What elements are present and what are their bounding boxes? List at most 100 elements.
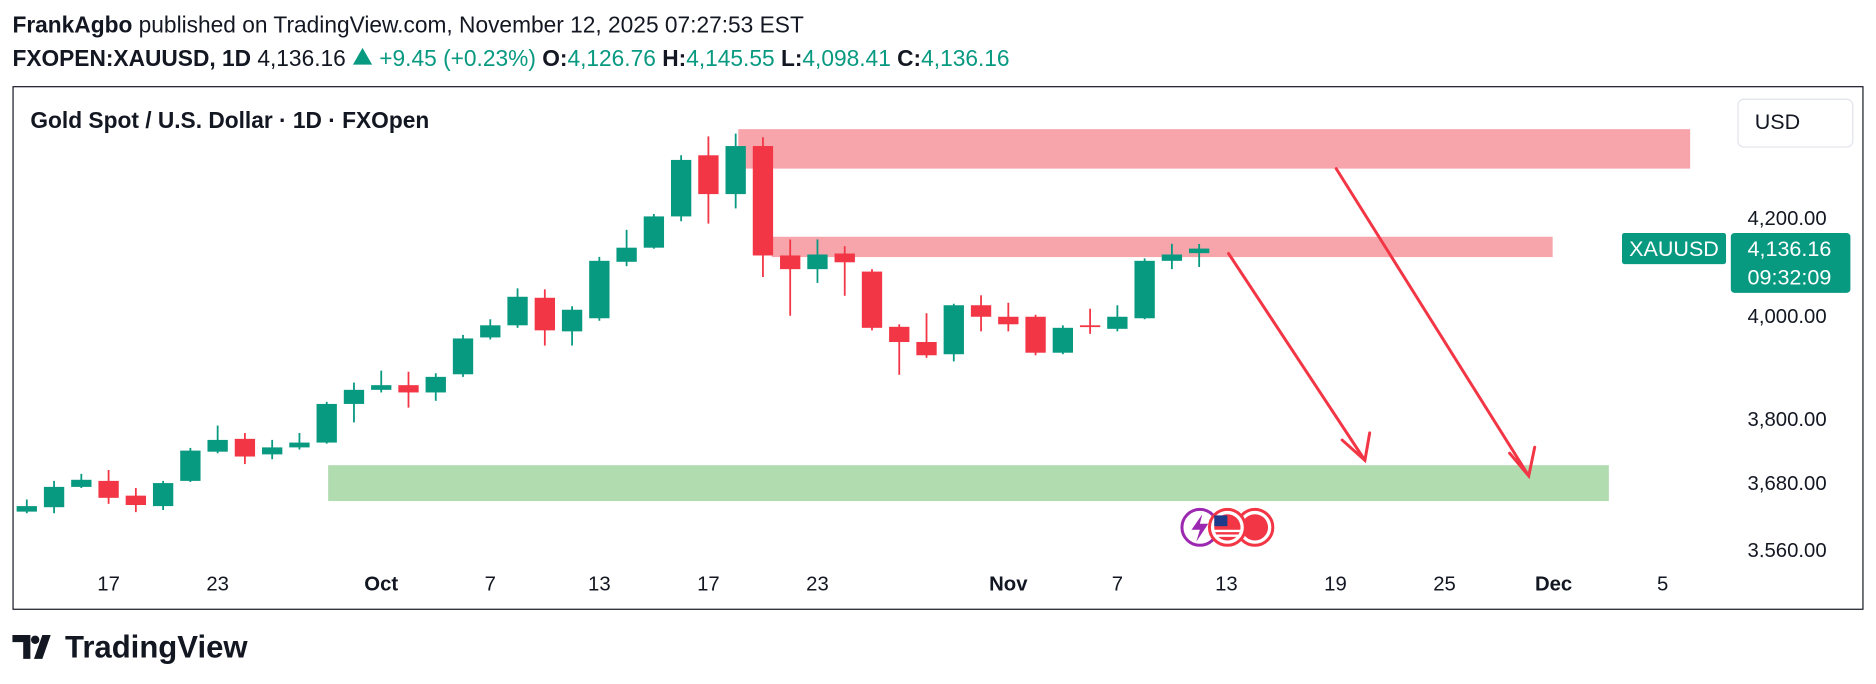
candle-body [1134, 260, 1155, 319]
candle-body [16, 506, 37, 512]
candles [16, 133, 1210, 514]
candle-body [1188, 248, 1210, 254]
candle-body [561, 309, 583, 332]
candle-body [98, 480, 119, 498]
candle-body [616, 247, 637, 262]
chart-frame [12, 86, 1864, 610]
x-axis: 17 23 Oct 7 13 17 23 Nov 7 13 19 25 Dec 5 [97, 574, 1668, 596]
candle-body [398, 385, 419, 393]
published: published on TradingView.com, November 1… [139, 11, 804, 37]
header-line-1: FrankAgbo published on TradingView.com, … [12, 11, 803, 37]
candle-body [970, 305, 992, 317]
candle-body [943, 305, 964, 355]
symbol-tag-box [1622, 233, 1727, 265]
candle-body [670, 159, 692, 217]
candle-body [234, 438, 256, 457]
candle-body [807, 254, 828, 270]
countdown: 09:32:09 [1748, 265, 1832, 289]
x-tick-label: 5 [1657, 574, 1668, 596]
logo-mark [12, 634, 51, 659]
candle-body [752, 146, 774, 256]
price-tag-label: 4,136.16 [1748, 237, 1832, 261]
candle-body [725, 146, 746, 195]
brand: TradingView [65, 630, 248, 665]
resistance-zone [771, 236, 1553, 258]
x-tick-label: 7 [1112, 574, 1123, 596]
price-tag-box [1730, 233, 1851, 293]
arrow [1334, 167, 1537, 480]
resistance-zone [738, 129, 1691, 169]
x-tick-label: 7 [485, 574, 496, 596]
last: 4,136.16 [257, 45, 345, 71]
arrow [1227, 252, 1372, 464]
event-icon-stripes [1214, 529, 1241, 537]
symbol-tag: XAUUSD [1629, 237, 1719, 261]
arrows [1227, 167, 1537, 480]
header-line-2: FXOPEN:XAUUSD, 1D 4,136.16 +9.45 (+0.23%)… [12, 45, 1009, 71]
chart-title: Gold Spot / U.S. Dollar · 1D · FXOpen [30, 107, 429, 133]
author: FrankAgbo [12, 11, 132, 37]
y-tick-label: 4,000.00 [1748, 306, 1827, 328]
candle-body [534, 297, 555, 331]
candle-body [343, 389, 365, 404]
brand-logo: TradingView [12, 630, 248, 665]
x-tick-label: 23 [806, 574, 829, 596]
l-label: L: [781, 45, 802, 71]
candle-body [643, 216, 665, 248]
candle-body [371, 385, 392, 390]
candle-body [698, 155, 719, 195]
x-tick-label: 13 [588, 574, 611, 596]
x-tick-label: 17 [97, 574, 120, 596]
candle-body [834, 253, 855, 263]
candle-body [289, 442, 310, 448]
y-tick-label: 3,560.00 [1748, 540, 1827, 562]
candle-body [480, 325, 501, 338]
event-icon-canton [1214, 515, 1228, 527]
candle-body [180, 450, 201, 481]
candle-body [207, 439, 228, 452]
x-tick-label: 19 [1324, 574, 1347, 596]
c-label: C: [897, 45, 921, 71]
y-axis: 4,200.00 4,000.00 3,800.00 3,680.00 3,560.00 [1748, 208, 1827, 562]
event-icon-flag [1241, 514, 1269, 541]
candle-body [780, 255, 801, 270]
candle-body [589, 260, 610, 319]
price-tag: XAUUSD 4,136.16 09:32:09 [1622, 233, 1851, 293]
l-value: 4,098.41 [802, 45, 890, 71]
candle-body [916, 342, 937, 356]
c-value: 4,136.16 [921, 45, 1009, 71]
candle-body [507, 296, 528, 326]
x-tick-label: 17 [697, 574, 720, 596]
candle-body [1079, 325, 1101, 328]
x-tick-label: Nov [989, 574, 1028, 596]
candle-body [861, 271, 883, 328]
candle-body [1052, 327, 1074, 353]
y-tick-label: 3,800.00 [1748, 409, 1827, 431]
candle-body [262, 447, 283, 455]
candle-body [1025, 316, 1046, 353]
currency: USD [1755, 110, 1800, 134]
y-tick-label: 4,200.00 [1748, 208, 1827, 230]
event-icons [1180, 507, 1275, 547]
h-label: H: [662, 45, 686, 71]
o-value: 4,126.76 [567, 45, 655, 71]
candle-body [425, 376, 446, 393]
y-tick-label: 3,680.00 [1748, 473, 1827, 495]
currency-button[interactable] [1737, 98, 1854, 148]
drawings [328, 129, 1691, 502]
h-value: 4,145.55 [686, 45, 774, 71]
candle-body [452, 338, 474, 375]
candle-body [125, 495, 147, 505]
change: +9.45 (+0.23%) [379, 45, 536, 71]
candle-body [43, 486, 65, 508]
x-tick-label: 25 [1433, 574, 1456, 596]
x-tick-label: 23 [206, 574, 229, 596]
candle-body [71, 479, 92, 487]
x-tick-label: Oct [364, 574, 398, 596]
x-tick-label: 13 [1215, 574, 1238, 596]
event-icon-bolt [1191, 514, 1209, 542]
x-tick-label: Dec [1535, 574, 1572, 596]
support-zone [328, 465, 1609, 502]
